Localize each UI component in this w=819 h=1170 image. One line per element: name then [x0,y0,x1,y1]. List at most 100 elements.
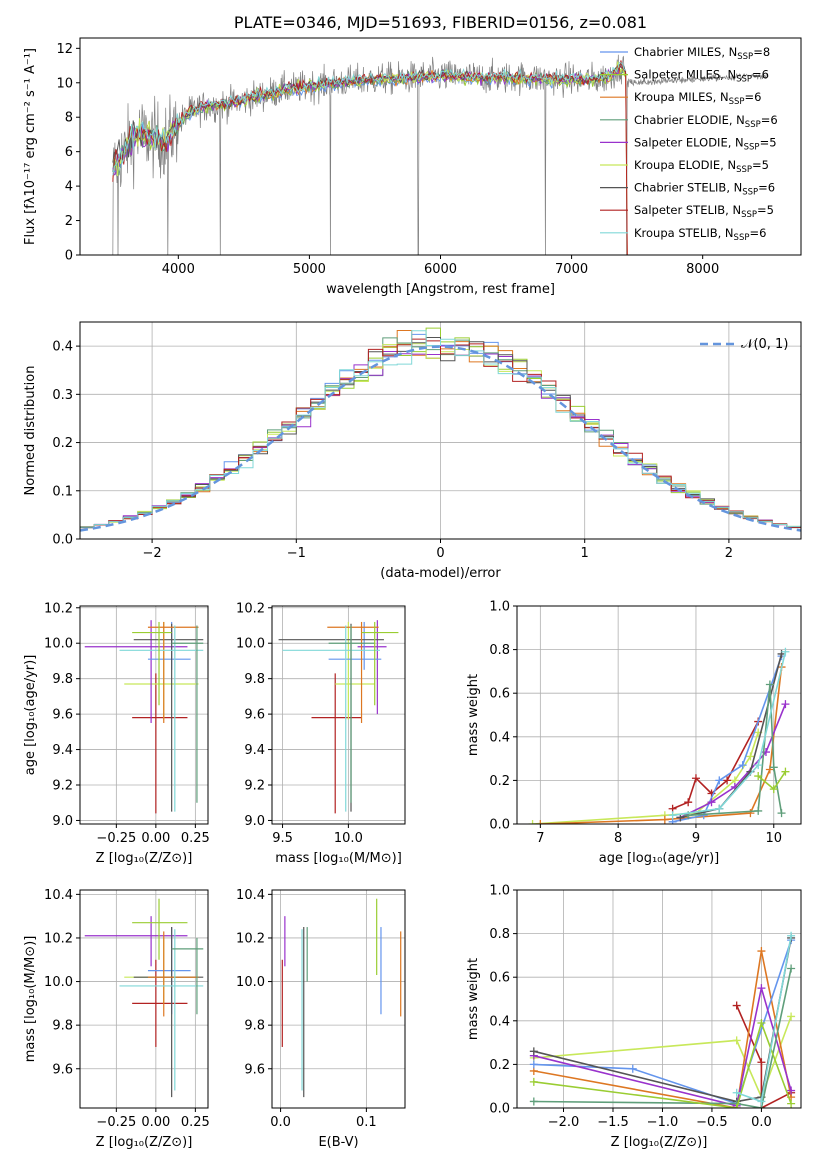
x-tick-label: 0.0 [270,1115,291,1130]
x-axis-label: mass [log₁₀(M/M⊙)] [275,851,402,866]
weight-vs-age-plot [528,647,790,824]
x-tick-label: 8000 [686,262,719,277]
y-tick-label: 9.8 [244,672,265,687]
model-fit-line [112,63,627,163]
mass-weight-marker [691,774,700,783]
x-tick-label: 7 [536,831,544,846]
errorbar-point [328,621,382,670]
legend-n-subscript: SSP [736,165,752,175]
legend-n-value: =6 [752,68,769,82]
legend-n-prefix: , N [713,90,729,104]
x-tick-label: −1.0 [647,1115,679,1130]
legend-n-prefix: , N [726,181,742,195]
mass-weight-marker [723,776,732,785]
legend-n-subscript: SSP [744,142,760,152]
legend-entry: Chabrier STELIB, NSSP=6 [634,181,775,198]
x-axis-label: wavelength [Angstrom, rest frame] [326,282,555,297]
mass-vs-Z-axes: −0.25 0.00 0.25 9.6 9.8 10.0 10.2 10.4 Z [log₁₀(… [23,888,210,1150]
gaussian-reference-line [80,345,801,532]
mass-weight-marker [732,1088,741,1097]
y-axis-label: Flux [fλ10⁻¹⁷ erg cm⁻² s⁻¹ A⁻¹] [23,48,38,245]
y-tick-label: 9.2 [244,779,265,794]
age-vs-mass-frame [271,605,406,825]
model-fit-line [112,66,628,255]
legend-entry: Kroupa STELIB, NSSP=6 [634,226,766,243]
legend-entry: Salpeter MILES, NSSP=6 [634,68,769,85]
y-tick-label: 9.0 [244,814,265,829]
model-fit-line [112,62,626,176]
y-tick-label: 0.0 [489,818,510,833]
mass-weight-marker [660,815,669,824]
legend-n-subscript: SSP [734,233,750,243]
mass-weight-series [533,968,792,1108]
x-tick-label: −0.5 [696,1115,728,1130]
legend-n-value: =6 [749,226,766,240]
errorbar-point [147,621,191,670]
mass-weight-series [672,721,759,810]
legend-n-subscript: SSP [736,75,752,85]
mass-weight-marker [781,767,790,776]
mass-weight-marker [757,1097,766,1106]
errorbar-point [147,927,191,1015]
mass-vs-Z-plot [84,898,204,1098]
errorbar-point [84,916,188,967]
y-tick-label: 0.4 [489,730,510,745]
mass-vs-EBV-frame [271,889,406,1109]
mass-vs-Z-frame [79,889,209,1109]
legend-entry: Chabrier ELODIE, NSSP=6 [634,113,778,130]
mass-weight-marker [529,1047,538,1056]
x-tick-label: 9.5 [272,831,293,846]
y-tick-label: 10.0 [44,637,73,652]
x-tick-label: −1 [287,546,306,561]
weight-vs-Z-plot [529,931,796,1108]
x-axis-label: age [log₁₀(age/yr)] [599,851,720,866]
errorbar-point [311,673,362,814]
mass-weight-marker [732,1036,741,1045]
legend-name: Chabrier ELODIE [634,113,729,127]
mass-vs-EBV-axes: 0.0 0.1 9.6 9.8 10.0 10.2 10.4 E(B-V) [236,888,405,1150]
mass-weight-marker [715,776,724,785]
y-tick-label: 10 [56,76,73,91]
mass-weight-marker [777,809,786,818]
y-tick-label: 10.2 [44,601,73,616]
legend-entry: Salpeter STELIB, NSSP=5 [634,203,774,220]
errorbar-point [327,621,379,723]
residuals-frame [79,321,802,540]
spectrum-plot [112,54,769,255]
mass-weight-marker [769,763,778,772]
x-tick-label: 4000 [162,262,195,277]
x-tick-label: 0.25 [181,831,210,846]
legend-n-value: =5 [752,158,769,172]
legend-n-value: =6 [744,90,761,104]
weight-vs-age-frame [516,605,802,825]
y-tick-label: 0.2 [489,1058,510,1073]
age-vs-Z-frame [79,605,209,825]
age-vs-mass-axes: 9.5 10.0 9.0 9.2 9.4 9.6 9.8 10.0 10.2 mass [log₁… [236,601,405,866]
legend-n-prefix: , N [720,68,736,82]
mass-weight-marker [528,820,537,824]
mass-weight-marker [684,798,693,807]
mass-weight-marker [754,806,763,815]
mass-weight-marker [738,761,747,770]
y-tick-label: 0.1 [52,484,73,499]
mass-weight-marker [754,772,763,781]
errorbar-point [132,898,188,960]
x-axis-label: (data-model)/error [380,566,501,581]
mass-weight-marker [787,964,796,973]
y-axis-label: age [log₁₀(age/yr)] [23,655,38,776]
y-tick-label: 9.8 [244,1019,265,1034]
residuals-plot [80,327,801,532]
mass-weight-series [672,651,787,817]
legend-entry: Kroupa MILES, NSSP=6 [634,90,761,107]
x-tick-label: 0 [436,546,444,561]
y-tick-label: 10.2 [236,931,265,946]
x-tick-label: 5000 [293,262,326,277]
y-tick-label: 10.0 [236,637,265,652]
legend-n-value: =5 [760,135,777,149]
x-tick-label: 0.00 [141,831,170,846]
y-tick-label: 12 [56,42,73,57]
legend-name: Salpeter STELIB [634,203,725,217]
mass-weight-marker [628,1064,637,1073]
